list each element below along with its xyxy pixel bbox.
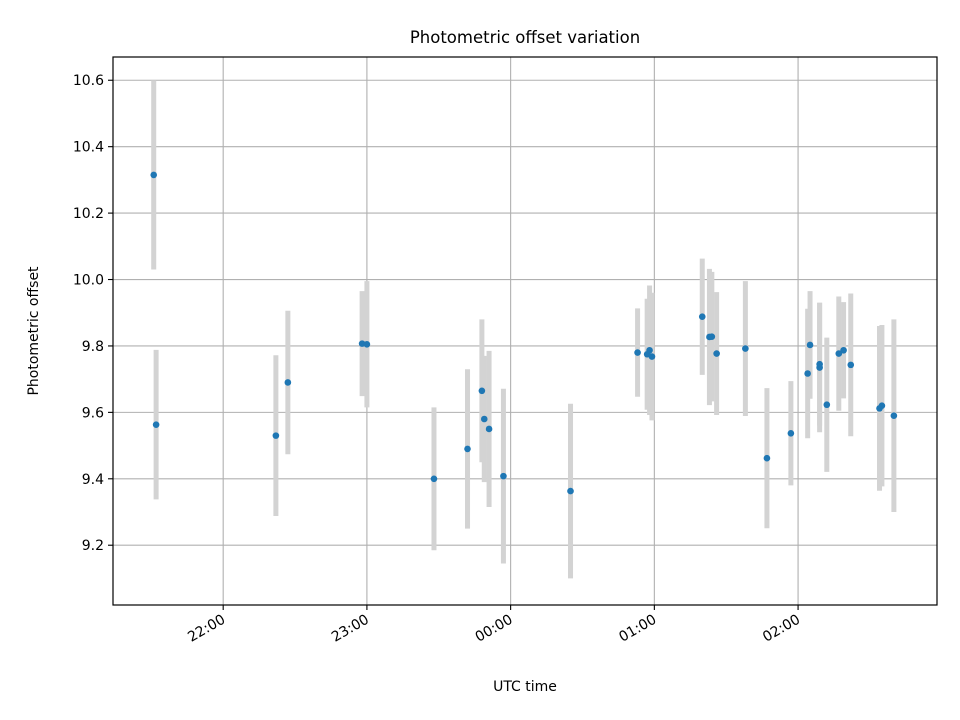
data-point	[713, 350, 720, 357]
data-point	[648, 353, 656, 360]
data-point	[806, 341, 814, 349]
y-tick-label: 10.0	[73, 273, 104, 289]
y-tick-label: 10.4	[73, 140, 104, 156]
data-point	[284, 379, 292, 386]
data-point	[480, 415, 488, 423]
data-point	[363, 340, 371, 348]
data-point	[152, 421, 160, 428]
data-markers	[150, 171, 898, 495]
data-point	[430, 475, 438, 483]
data-point	[742, 345, 749, 352]
data-point	[500, 472, 507, 480]
data-point	[804, 370, 811, 377]
data-point	[816, 364, 823, 371]
data-point	[763, 454, 771, 462]
y-tick-label: 10.6	[73, 73, 104, 89]
data-point	[634, 349, 641, 356]
data-point	[708, 333, 716, 340]
y-tick-label: 9.2	[82, 538, 104, 554]
data-point	[485, 425, 493, 433]
data-point	[890, 412, 898, 419]
data-point	[840, 346, 847, 354]
data-point	[646, 346, 653, 354]
data-point	[878, 402, 886, 410]
plot-area-frame	[112, 56, 938, 606]
data-point	[150, 171, 158, 179]
data-point	[478, 387, 486, 395]
y-axis-label: Photometric offset	[26, 266, 42, 396]
data-point	[835, 350, 843, 357]
y-tick-label: 9.6	[82, 405, 104, 421]
data-point	[567, 487, 574, 495]
data-point	[272, 432, 280, 439]
data-point	[698, 313, 706, 321]
y-tick-label: 10.2	[73, 206, 104, 222]
data-point	[464, 445, 471, 453]
data-point	[847, 361, 855, 369]
x-axis-label: UTC time	[493, 679, 557, 695]
y-tick-label: 9.4	[82, 472, 104, 488]
data-point	[787, 429, 795, 437]
y-tick-label: 9.8	[82, 339, 104, 355]
chart-title: Photometric offset variation	[410, 28, 640, 47]
data-point	[823, 401, 831, 409]
